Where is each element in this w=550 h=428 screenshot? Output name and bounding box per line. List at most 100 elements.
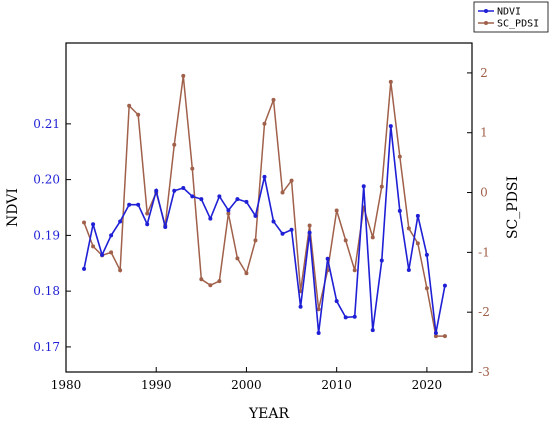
data-point bbox=[370, 235, 375, 240]
data-point bbox=[100, 252, 105, 257]
data-point bbox=[136, 202, 141, 207]
data-point bbox=[415, 213, 420, 218]
data-point bbox=[352, 314, 357, 319]
data-point bbox=[280, 231, 285, 236]
legend-marker bbox=[484, 21, 488, 25]
x-tick-label: 2010 bbox=[321, 378, 352, 392]
data-point bbox=[388, 79, 393, 84]
data-point bbox=[145, 211, 150, 216]
data-point bbox=[361, 184, 366, 189]
data-point bbox=[235, 197, 240, 202]
data-point bbox=[316, 307, 321, 312]
legend-marker bbox=[484, 9, 488, 13]
data-point bbox=[208, 283, 213, 288]
data-point bbox=[388, 124, 393, 129]
data-point bbox=[442, 334, 447, 339]
data-point bbox=[298, 304, 303, 309]
data-point bbox=[397, 208, 402, 213]
data-point bbox=[424, 286, 429, 291]
data-point bbox=[181, 185, 186, 190]
data-point bbox=[91, 244, 96, 249]
data-point bbox=[343, 315, 348, 320]
x-tick-label: 2020 bbox=[412, 378, 443, 392]
series-ndvi bbox=[82, 124, 447, 335]
data-point bbox=[262, 121, 267, 126]
data-point bbox=[379, 184, 384, 189]
data-point bbox=[316, 330, 321, 335]
data-point bbox=[325, 256, 330, 261]
data-point bbox=[406, 267, 411, 272]
y-left-axis-title: NDVI bbox=[5, 188, 21, 227]
data-point bbox=[217, 194, 222, 199]
data-point bbox=[406, 226, 411, 231]
data-point bbox=[172, 188, 177, 193]
data-point bbox=[424, 252, 429, 257]
y-left-tick-label: 0.21 bbox=[33, 117, 60, 131]
data-point bbox=[289, 178, 294, 183]
data-point bbox=[127, 202, 132, 207]
legend-label: SC_PDSI bbox=[497, 19, 539, 30]
data-point bbox=[154, 188, 159, 193]
data-point bbox=[181, 73, 186, 78]
data-point bbox=[163, 225, 168, 230]
data-point bbox=[343, 238, 348, 243]
data-point bbox=[244, 271, 249, 276]
legend-label: NDVI bbox=[497, 7, 521, 18]
data-point bbox=[397, 154, 402, 159]
data-point bbox=[235, 256, 240, 261]
data-point bbox=[307, 223, 312, 228]
x-tick-label: 1980 bbox=[51, 378, 82, 392]
data-point bbox=[82, 220, 87, 225]
data-point bbox=[190, 166, 195, 171]
data-point bbox=[334, 299, 339, 304]
data-point bbox=[208, 216, 213, 221]
plot-frame bbox=[65, 42, 473, 373]
data-point bbox=[118, 219, 123, 224]
data-point bbox=[433, 334, 438, 339]
data-point bbox=[136, 112, 141, 117]
data-point bbox=[280, 190, 285, 195]
y-left-tick-label: 0.17 bbox=[33, 340, 60, 354]
data-point bbox=[82, 266, 87, 271]
data-point bbox=[271, 97, 276, 102]
y-right-axis-title: SC_PDSI bbox=[505, 176, 521, 239]
data-point bbox=[370, 328, 375, 333]
y-right-tick-label: 0 bbox=[480, 186, 488, 200]
y-right-tick-label: -2 bbox=[478, 305, 490, 319]
y-right-tick-label: 2 bbox=[480, 66, 488, 80]
y-left-tick-label: 0.18 bbox=[33, 284, 60, 298]
data-point bbox=[253, 238, 258, 243]
data-point bbox=[334, 208, 339, 213]
data-point bbox=[145, 222, 150, 227]
data-point bbox=[289, 227, 294, 232]
data-point bbox=[244, 199, 249, 204]
data-point bbox=[127, 103, 132, 108]
data-point bbox=[415, 241, 420, 246]
data-point bbox=[109, 233, 114, 238]
y-right-tick-label: 1 bbox=[480, 126, 488, 140]
data-point bbox=[271, 219, 276, 224]
data-point bbox=[172, 142, 177, 147]
x-tick-label: 2000 bbox=[231, 378, 262, 392]
data-point bbox=[226, 211, 231, 216]
data-point bbox=[190, 194, 195, 199]
y-right-tick-label: -3 bbox=[478, 365, 490, 379]
data-point bbox=[217, 279, 222, 284]
data-point bbox=[253, 213, 258, 218]
x-axis-title: YEAR bbox=[248, 406, 290, 422]
y-left-tick-label: 0.20 bbox=[33, 173, 60, 187]
data-point bbox=[307, 230, 312, 235]
legend-box bbox=[473, 1, 549, 33]
y-left-tick-label: 0.19 bbox=[33, 228, 60, 242]
data-point bbox=[442, 283, 447, 288]
y-right-tick-label: -1 bbox=[478, 245, 490, 259]
data-point bbox=[91, 222, 96, 227]
series-line bbox=[83, 126, 446, 334]
data-point bbox=[262, 174, 267, 179]
data-point bbox=[379, 258, 384, 263]
data-point bbox=[199, 197, 204, 202]
data-point bbox=[199, 277, 204, 282]
x-tick-label: 1990 bbox=[141, 378, 172, 392]
